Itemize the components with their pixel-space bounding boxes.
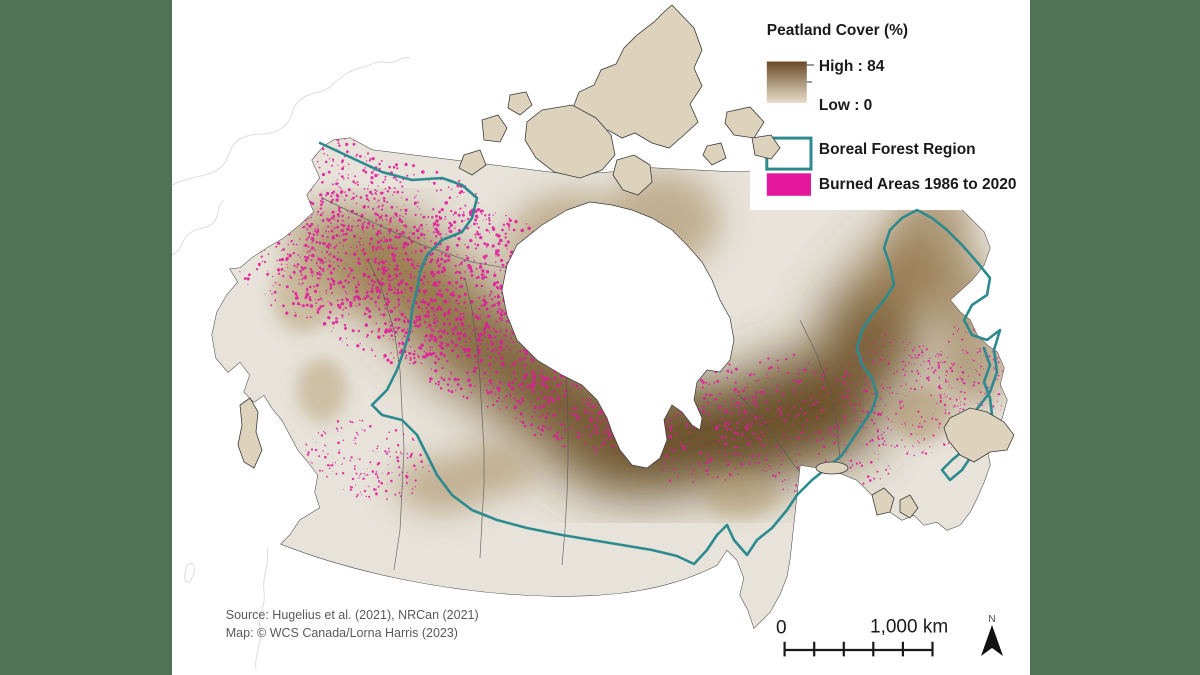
svg-text:Burned Areas 1986 to 2020: Burned Areas 1986 to 2020 (819, 176, 1017, 193)
svg-text:Map: © WCS Canada/Lorna Harris: Map: © WCS Canada/Lorna Harris (2023) (226, 626, 458, 640)
svg-text:Peatland Cover (%): Peatland Cover (%) (767, 22, 908, 39)
svg-text:0: 0 (776, 618, 787, 639)
svg-text:Low : 0: Low : 0 (819, 97, 872, 114)
svg-text:Boreal Forest Region: Boreal Forest Region (819, 141, 976, 158)
svg-text:N: N (988, 614, 995, 625)
svg-text:High : 84: High : 84 (819, 58, 885, 75)
svg-text:Source: Hugelius et al. (2021): Source: Hugelius et al. (2021), NRCan (2… (226, 608, 479, 622)
svg-text:1,000 km: 1,000 km (870, 617, 948, 638)
